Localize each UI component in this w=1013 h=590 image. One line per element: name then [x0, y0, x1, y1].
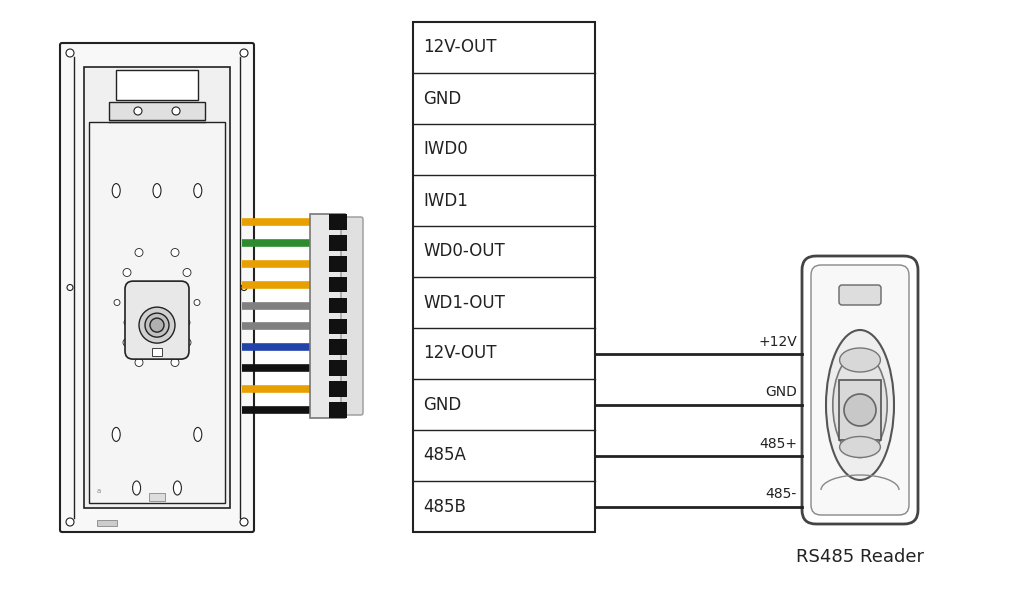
- Circle shape: [240, 49, 248, 57]
- Text: GND: GND: [423, 395, 461, 414]
- Circle shape: [241, 284, 247, 290]
- FancyBboxPatch shape: [839, 285, 881, 305]
- Ellipse shape: [826, 330, 894, 480]
- Bar: [413, 22, 595, 532]
- Text: +12V: +12V: [759, 335, 797, 349]
- Text: 485+: 485+: [759, 437, 797, 451]
- Bar: [329, 381, 347, 397]
- Bar: [89, 122, 225, 503]
- Circle shape: [123, 339, 131, 346]
- Bar: [97, 520, 116, 526]
- Text: 485-: 485-: [766, 487, 797, 502]
- Bar: [310, 214, 345, 418]
- Text: 12V-OUT: 12V-OUT: [423, 38, 496, 57]
- Text: IWD1: IWD1: [423, 192, 468, 209]
- Circle shape: [184, 320, 190, 326]
- Text: 485A: 485A: [423, 447, 466, 464]
- Bar: [109, 102, 205, 120]
- Text: WD0-OUT: WD0-OUT: [423, 242, 504, 261]
- Circle shape: [66, 49, 74, 57]
- Ellipse shape: [193, 183, 202, 198]
- Ellipse shape: [112, 427, 121, 441]
- Ellipse shape: [840, 437, 880, 457]
- Bar: [329, 214, 347, 230]
- Ellipse shape: [133, 481, 141, 495]
- Ellipse shape: [840, 348, 880, 372]
- Circle shape: [171, 248, 179, 257]
- Bar: [152, 348, 162, 356]
- Text: GND: GND: [423, 90, 461, 107]
- Bar: [329, 235, 347, 251]
- Circle shape: [150, 318, 164, 332]
- Circle shape: [66, 518, 74, 526]
- Bar: [329, 402, 347, 418]
- Text: 485B: 485B: [423, 497, 466, 516]
- Bar: [149, 493, 165, 501]
- FancyBboxPatch shape: [60, 43, 254, 532]
- Circle shape: [124, 320, 130, 326]
- Text: RS485 Reader: RS485 Reader: [796, 548, 924, 566]
- Circle shape: [194, 300, 200, 306]
- Circle shape: [134, 107, 142, 115]
- Circle shape: [183, 339, 191, 346]
- FancyBboxPatch shape: [125, 281, 189, 359]
- Circle shape: [171, 359, 179, 366]
- Bar: [116, 70, 198, 100]
- Text: GND: GND: [765, 385, 797, 399]
- Bar: [329, 256, 347, 271]
- Circle shape: [123, 268, 131, 277]
- Circle shape: [135, 248, 143, 257]
- Bar: [329, 339, 347, 355]
- Circle shape: [844, 394, 876, 426]
- Bar: [329, 297, 347, 313]
- Ellipse shape: [193, 427, 202, 441]
- Bar: [329, 319, 347, 334]
- Circle shape: [145, 313, 169, 337]
- Ellipse shape: [112, 183, 121, 198]
- Text: WD1-OUT: WD1-OUT: [423, 293, 504, 312]
- FancyBboxPatch shape: [341, 217, 363, 415]
- Bar: [84, 67, 230, 508]
- Circle shape: [172, 107, 180, 115]
- Circle shape: [67, 284, 73, 290]
- Bar: [329, 360, 347, 376]
- FancyBboxPatch shape: [811, 265, 909, 515]
- Circle shape: [135, 359, 143, 366]
- Circle shape: [139, 307, 175, 343]
- Text: a: a: [97, 488, 101, 494]
- Ellipse shape: [153, 183, 161, 198]
- Bar: [329, 277, 347, 293]
- Circle shape: [183, 268, 191, 277]
- Ellipse shape: [833, 352, 887, 457]
- Text: 12V-OUT: 12V-OUT: [423, 345, 496, 362]
- Ellipse shape: [173, 481, 181, 495]
- FancyBboxPatch shape: [802, 256, 918, 524]
- Bar: [839, 380, 881, 440]
- Circle shape: [114, 300, 120, 306]
- Circle shape: [240, 518, 248, 526]
- Text: IWD0: IWD0: [423, 140, 468, 159]
